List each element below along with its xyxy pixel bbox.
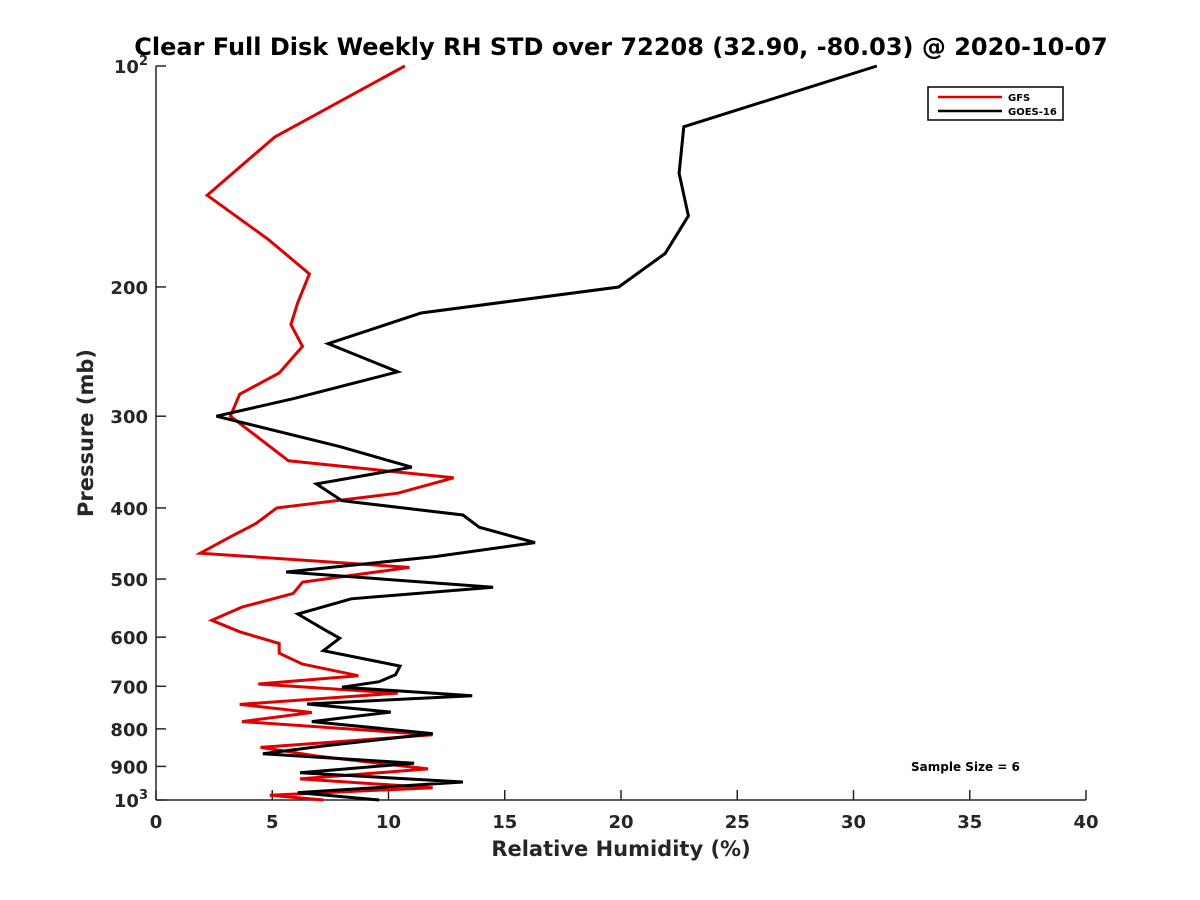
x-tick-label: 25 — [725, 812, 750, 833]
x-tick-label: 40 — [1073, 812, 1098, 833]
y-tick-label-base: 600 — [110, 628, 148, 649]
y-tick-label-base: 700 — [110, 677, 148, 698]
x-axis-label: Relative Humidity (%) — [491, 837, 750, 861]
y-tick-label-base: 10 — [114, 57, 139, 78]
y-tick-label-base: 400 — [110, 499, 148, 520]
x-tick-label: 5 — [266, 812, 279, 833]
y-tick-label: 500 — [110, 570, 148, 591]
y-tick-label: 300 — [110, 407, 148, 428]
y-tick-label: 400 — [110, 499, 148, 520]
series-layer — [194, 64, 878, 802]
y-tick-label: 102 — [114, 54, 148, 78]
y-tick-label: 600 — [110, 628, 148, 649]
x-tick-label: 35 — [957, 812, 982, 833]
y-tick-label-base: 900 — [110, 757, 148, 778]
sample-size-annotation: Sample Size = 6 — [911, 760, 1020, 774]
y-tick-label: 200 — [110, 278, 148, 299]
x-tick-label: 10 — [376, 812, 401, 833]
y-tick-label-exponent: 3 — [139, 788, 148, 803]
legend: GFS GOES-16 — [927, 86, 1064, 121]
y-tick-label-base: 800 — [110, 720, 148, 741]
chart-title: Clear Full Disk Weekly RH STD over 72208… — [134, 33, 1107, 61]
y-tick-label-base: 10 — [114, 791, 139, 812]
y-tick-label-base: 500 — [110, 570, 148, 591]
series-line-goes-16 — [216, 64, 878, 802]
axes: 0 5 10 15 20 25 30 35 40102200300400500600700800… — [110, 54, 1098, 833]
y-tick-label-exponent: 2 — [139, 54, 148, 69]
x-tick-label: 20 — [608, 812, 633, 833]
x-tick-label: 0 — [150, 812, 163, 833]
legend-box — [927, 86, 1064, 121]
y-tick-label-base: 200 — [110, 278, 148, 299]
series-line-gfs — [194, 64, 454, 802]
x-tick-label: 30 — [841, 812, 866, 833]
x-tick-label: 15 — [492, 812, 517, 833]
legend-entry: GOES-16 — [1008, 107, 1057, 118]
y-axis-label: Pressure (mb) — [74, 349, 98, 517]
y-tick-label: 900 — [110, 757, 148, 778]
y-tick-label: 103 — [114, 788, 148, 812]
y-tick-label: 800 — [110, 720, 148, 741]
y-tick-label-base: 300 — [110, 407, 148, 428]
y-tick-label: 700 — [110, 677, 148, 698]
legend-entry: GFS — [1008, 93, 1030, 104]
